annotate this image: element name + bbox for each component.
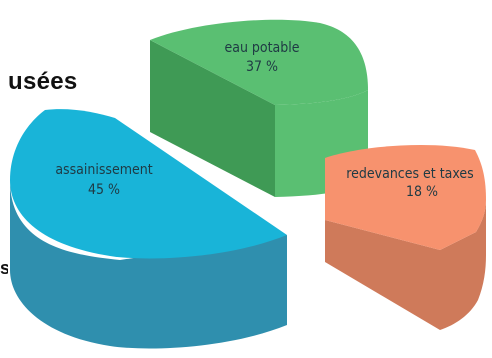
slice-value-assainissement: 45 % (88, 182, 120, 198)
cropped-left-fragment: s (0, 258, 8, 278)
slice-value-redevances-taxes: 18 % (406, 184, 438, 200)
slice-value-eau-potable: 37 % (246, 59, 278, 75)
slice-assainissement: assainissement 45 % (10, 109, 287, 349)
slice-redevances-taxes-side (325, 200, 486, 330)
slice-label-redevances-taxes: redevances et taxes (346, 166, 473, 182)
slice-label-assainissement: assainissement (55, 162, 152, 178)
slice-label-eau-potable: eau potable (224, 40, 299, 56)
cropped-title-fragment: usées (8, 68, 78, 95)
slice-redevances-taxes-top (325, 144, 486, 250)
slice-redevances-taxes: redevances et taxes 18 % (325, 144, 486, 330)
slice-assainissement-top (10, 109, 287, 259)
slice-eau-potable-side (150, 40, 275, 197)
slice-eau-potable-top (150, 19, 368, 106)
slice-assainissement-side (10, 180, 287, 349)
